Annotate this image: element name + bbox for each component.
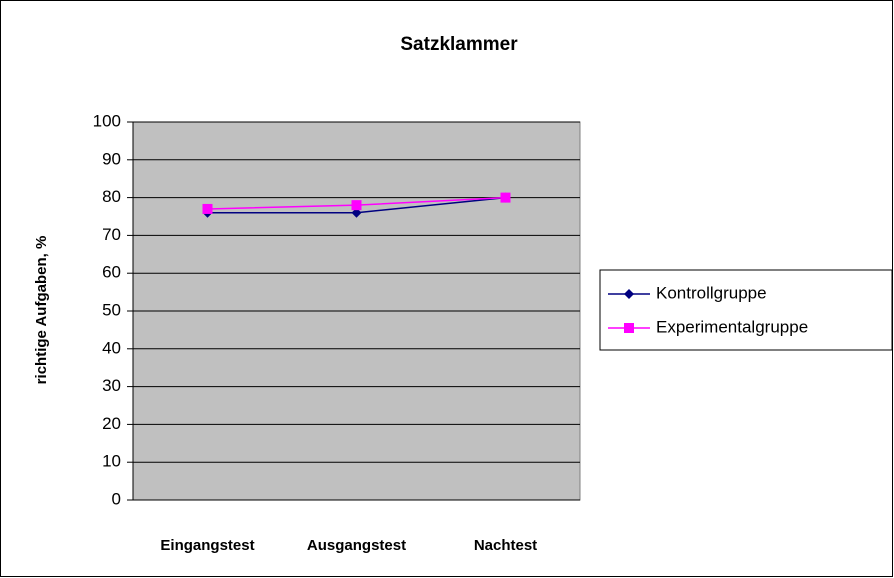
y-axis-label: richtige Aufgaben, % [33, 236, 50, 385]
data-point [351, 207, 362, 218]
x-tick-label: Nachtest [474, 537, 537, 554]
data-point [351, 200, 362, 211]
data-point [202, 203, 213, 214]
legend-box [599, 269, 893, 351]
y-tick-label: 50 [102, 300, 121, 319]
data-point [500, 192, 511, 203]
y-tick-label: 10 [102, 452, 121, 471]
legend-marker [624, 289, 634, 299]
legend-label: Kontrollgruppe [656, 283, 767, 302]
chart-title: Satzklammer [400, 34, 518, 55]
y-tick-label: 80 [102, 187, 121, 206]
legend-label: Experimentalgruppe [656, 317, 808, 336]
y-tick-label: 30 [102, 376, 121, 395]
y-tick-label: 0 [112, 489, 121, 508]
y-tick-label: 90 [102, 149, 121, 168]
y-tick-label: 20 [102, 414, 121, 433]
y-tick-label: 60 [102, 263, 121, 282]
x-tick-label: Eingangstest [160, 537, 254, 554]
x-tick-label: Ausgangstest [307, 537, 406, 554]
y-tick-label: 40 [102, 338, 121, 357]
y-tick-label: 70 [102, 225, 121, 244]
legend-marker [624, 323, 634, 333]
y-tick-label: 100 [93, 111, 121, 130]
